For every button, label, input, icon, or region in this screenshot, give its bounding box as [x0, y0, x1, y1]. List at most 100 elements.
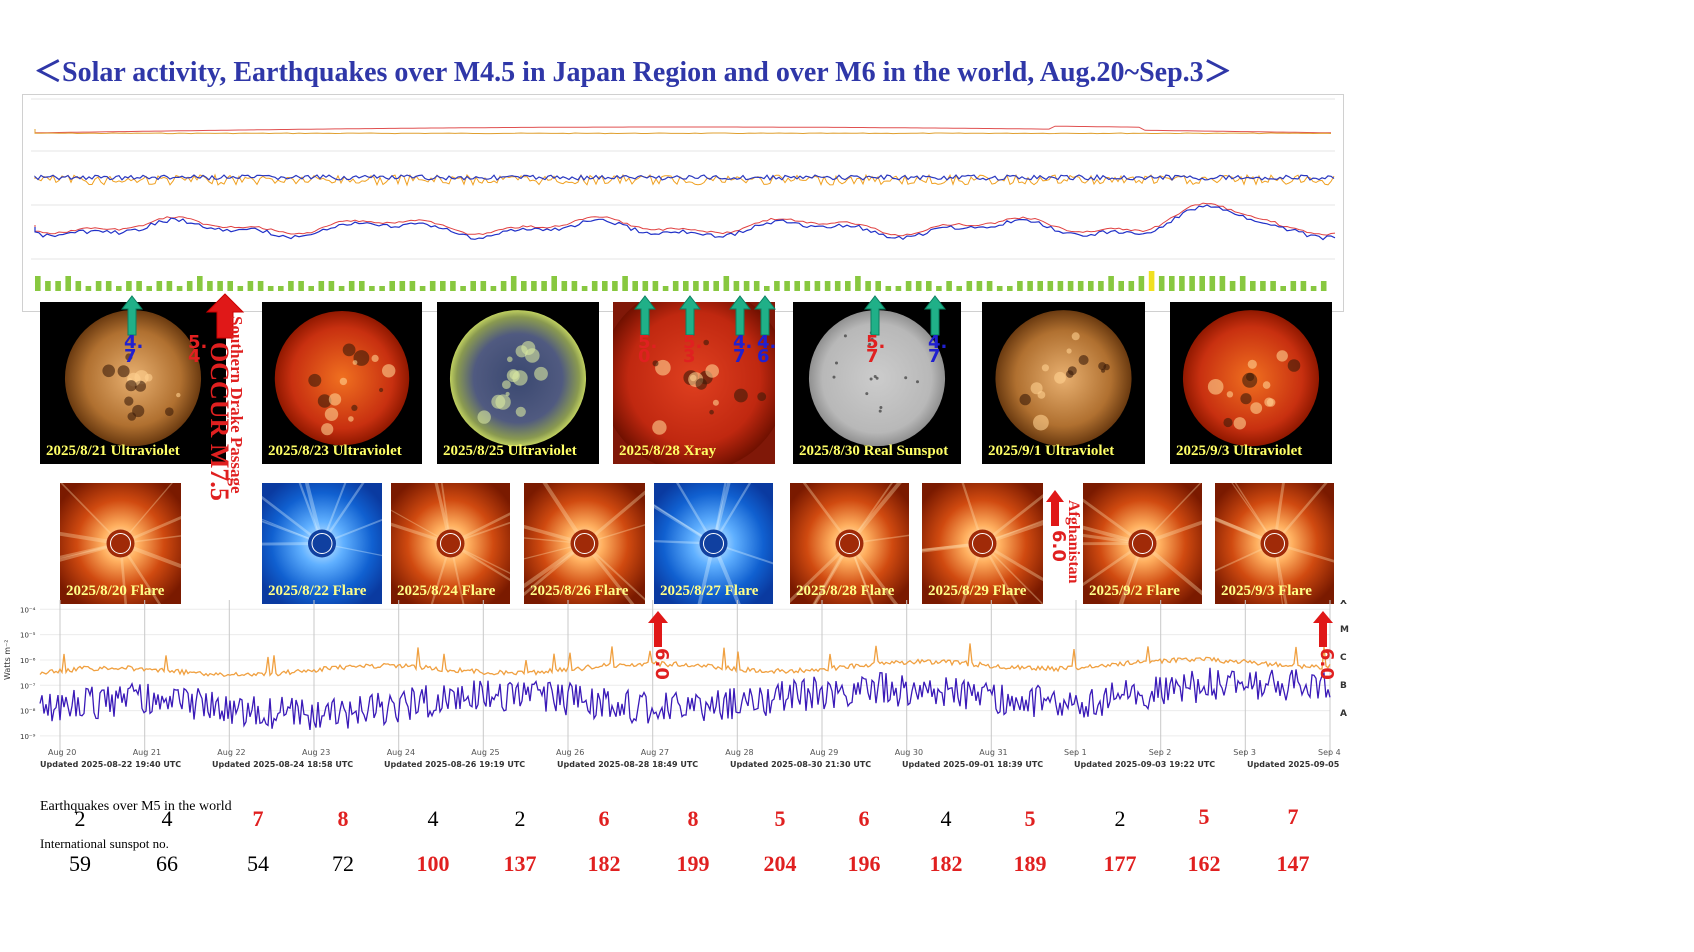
solar-image-caption: 2025/8/30 Real Sunspot — [799, 443, 949, 459]
streamer — [1234, 483, 1276, 544]
sun-outline — [574, 533, 595, 554]
updated-label: Updated 2025-08-24 18:58 UTC — [212, 760, 354, 769]
streamer — [1273, 543, 1283, 604]
kp-bar — [946, 281, 952, 291]
kp-bar — [1300, 281, 1307, 291]
streamer — [449, 543, 465, 604]
solar-image-caption: 2025/9/1 Ultraviolet — [988, 443, 1115, 459]
streamer — [922, 541, 983, 553]
surface-feature — [328, 393, 342, 406]
flare-image-caption: 2025/8/29 Flare — [928, 583, 1027, 599]
streamer — [790, 542, 851, 604]
sun-outline — [1132, 533, 1153, 554]
earthquake-count: 4 — [161, 806, 173, 831]
surface-feature — [1019, 393, 1031, 406]
kp-bar — [207, 281, 213, 291]
class-label: A — [1340, 709, 1347, 719]
kp-bar — [55, 281, 61, 291]
surface-feature — [324, 407, 339, 421]
surface-feature — [873, 375, 877, 378]
surface-feature — [652, 360, 659, 367]
streamer — [981, 542, 1043, 582]
x-tick-label: Aug 31 — [979, 748, 1007, 757]
streamer — [960, 543, 984, 604]
surface-feature — [690, 374, 697, 382]
flare-image-caption: 2025/8/24 Flare — [397, 583, 496, 599]
streamer — [1083, 525, 1143, 546]
updated-label: Updated 2025-09-05 — [1247, 760, 1340, 769]
kp-bar — [1250, 281, 1256, 291]
streamer — [321, 542, 382, 557]
kp-bar — [561, 281, 568, 291]
streamer — [262, 495, 323, 545]
kp-bar — [632, 281, 638, 291]
flare-image-caption: 2025/8/26 Flare — [530, 583, 629, 599]
flare-image-caption: 2025/8/20 Flare — [66, 583, 165, 599]
kp-bar — [703, 281, 709, 291]
flare-image: 2025/9/3 Flare — [1215, 483, 1334, 604]
streamer — [321, 483, 365, 545]
x-tick-label: Aug 26 — [556, 748, 584, 757]
kp-bar — [359, 281, 365, 291]
kp-bar — [318, 281, 325, 291]
surface-feature — [317, 394, 332, 408]
kp-bar — [591, 281, 598, 291]
kp-bar — [753, 281, 760, 291]
surface-feature — [835, 361, 838, 365]
kp-bar — [389, 281, 395, 291]
kp-bar — [298, 281, 304, 291]
y-tick-label: 10⁻⁴ — [20, 606, 36, 614]
streamer — [430, 543, 452, 604]
sun-outline — [1264, 533, 1285, 554]
surface-feature — [1071, 332, 1080, 341]
coronagraph-image — [1215, 483, 1334, 604]
earthquake-count: 6 — [858, 806, 870, 831]
sun-disk-image — [40, 302, 226, 464]
kp-bar — [1169, 276, 1175, 291]
x-tick-label: Sep 1 — [1064, 748, 1087, 757]
surface-feature — [125, 380, 137, 392]
streamer — [542, 483, 587, 545]
coronagraph-image — [391, 483, 510, 604]
surface-feature — [534, 366, 548, 381]
surface-feature — [1078, 355, 1089, 365]
sun-outline — [110, 533, 131, 554]
streamer — [524, 524, 585, 546]
surface-feature — [1041, 364, 1049, 372]
streamer — [1141, 542, 1202, 596]
streamer — [848, 543, 874, 604]
kp-bar — [1128, 281, 1135, 291]
kp-bar — [1239, 276, 1246, 291]
kp-bar — [622, 276, 628, 291]
kp-bar — [116, 286, 122, 291]
solar-image: 2025/9/3 Ultraviolet — [1170, 302, 1332, 464]
kp-bar — [551, 276, 557, 291]
class-label: B — [1340, 681, 1347, 691]
magnitude-label: 4.7 — [928, 332, 948, 367]
streamer — [584, 524, 645, 545]
streamer — [524, 542, 586, 597]
streamer — [981, 542, 1019, 604]
x-tick-label: Sep 2 — [1149, 748, 1172, 757]
surface-feature — [505, 391, 510, 397]
streamer — [802, 483, 851, 545]
surface-feature — [1287, 359, 1301, 372]
surface-feature — [1033, 414, 1049, 431]
streamer — [262, 518, 323, 544]
streamer — [847, 483, 902, 545]
surface-feature — [904, 376, 908, 380]
kp-bar — [1280, 286, 1286, 291]
surface-feature — [502, 380, 511, 389]
kp-bar — [257, 281, 264, 291]
kp-bar — [804, 281, 811, 291]
updated-label: Updated 2025-08-28 18:49 UTC — [557, 760, 699, 769]
earthquake-count: 7 — [1287, 804, 1299, 829]
kp-bar — [885, 286, 892, 291]
kp-bar — [764, 286, 770, 291]
magnitude-label: 5.3 — [683, 332, 703, 367]
m60-arrow-a-icon — [648, 611, 668, 647]
surface-feature — [709, 409, 714, 415]
streamer — [922, 542, 983, 552]
surface-feature — [1276, 350, 1288, 362]
updated-label: Updated 2025-09-01 18:39 UTC — [902, 760, 1044, 769]
